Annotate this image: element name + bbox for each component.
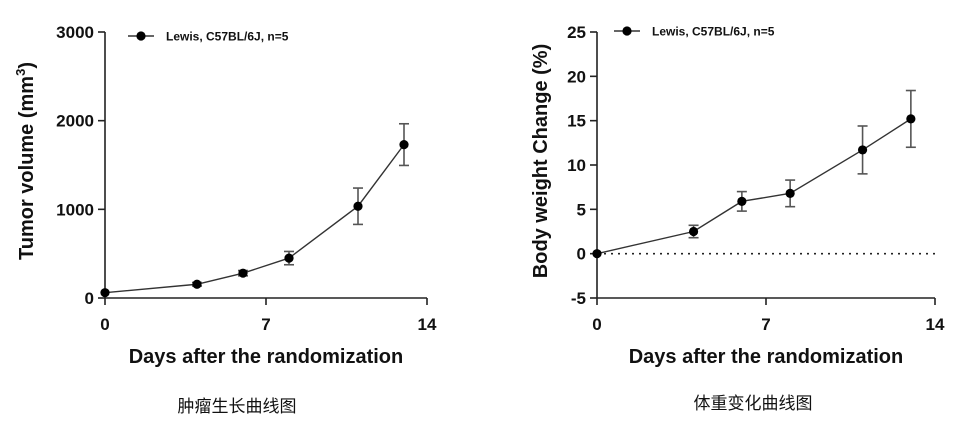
weight-data-point — [906, 114, 916, 124]
tumor-data-point — [192, 279, 202, 289]
weight-x-axis-label: Days after the randomization — [629, 346, 904, 368]
tumor-data-point — [100, 288, 110, 298]
weight-series-line — [596, 118, 912, 255]
tumor-x-tick-label: 14 — [418, 315, 437, 334]
chart-tumor: 0 1000 2000 3000 0 7 14 Days after the randomiz… — [13, 23, 437, 417]
tumor-y-axis-label-sup: 3 — [13, 69, 28, 76]
tumor-series-line — [104, 144, 405, 294]
weight-y-tick-label: 5 — [577, 200, 586, 219]
weight-legend-label: Lewis, C57BL/6J, n=5 — [652, 25, 775, 39]
tumor-data-point — [353, 201, 363, 211]
weight-y-tick-label: -5 — [571, 289, 586, 308]
weight-data-point — [857, 145, 868, 155]
tumor-x-tick-label: 0 — [100, 315, 109, 334]
weight-y-axis-label: Body weight Change (%) — [530, 44, 552, 278]
tumor-caption: 肿瘤生长曲线图 — [178, 397, 297, 417]
weight-data-point — [592, 249, 602, 259]
tumor-y-axis-label-close: ) — [16, 62, 38, 69]
weight-y-tick-label: 10 — [567, 156, 586, 175]
weight-y-tick-label: 20 — [567, 67, 586, 86]
tumor-legend-marker — [136, 31, 146, 41]
weight-data-point — [688, 226, 699, 237]
tumor-data-point — [399, 140, 409, 150]
tumor-y-axis-label: Tumor volume (mm3) — [13, 62, 38, 260]
tumor-y-tick-label: 2000 — [56, 112, 94, 131]
chart-weight: -5 0 5 10 15 20 25 0 7 14 Days after the randomiza… — [530, 23, 945, 414]
tumor-legend-label: Lewis, C57BL/6J, n=5 — [166, 30, 289, 44]
tumor-data-point — [284, 253, 294, 263]
tumor-y-tick-label: 1000 — [56, 200, 94, 219]
tumor-y-axis-label-main: Tumor volume (mm — [16, 76, 38, 260]
tumor-y-tick-label: 3000 — [56, 23, 94, 42]
weight-data-point — [785, 188, 795, 198]
weight-caption: 体重变化曲线图 — [694, 394, 813, 414]
weight-x-tick-label: 7 — [761, 315, 770, 334]
weight-x-tick-label: 14 — [926, 315, 945, 334]
tumor-y-tick-label: 0 — [85, 289, 94, 308]
weight-y-tick-label: 15 — [567, 112, 586, 131]
weight-data-point — [737, 196, 747, 206]
weight-x-tick-label: 0 — [592, 315, 601, 334]
tumor-x-tick-label: 7 — [261, 315, 270, 334]
tumor-x-axis-label: Days after the randomization — [129, 346, 404, 368]
tumor-data-point — [238, 268, 248, 278]
weight-y-axis-label-main: Body weight Change (%) — [530, 44, 552, 278]
weight-y-tick-label: 0 — [577, 245, 586, 264]
weight-legend-marker — [622, 26, 632, 36]
weight-y-tick-label: 25 — [567, 23, 586, 42]
